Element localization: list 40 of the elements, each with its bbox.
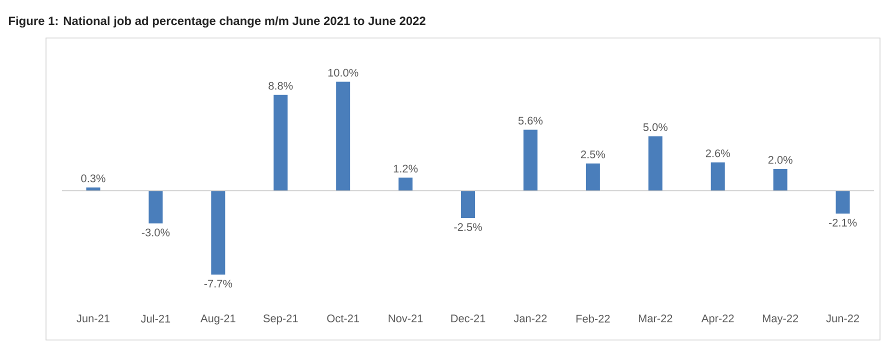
data-label: 5.0% <box>643 123 668 132</box>
x-tick-label: Mar-22 <box>638 314 672 322</box>
x-tick-label: Dec-21 <box>451 314 486 322</box>
x-tick-label: Apr-22 <box>701 314 734 324</box>
bar <box>773 168 788 191</box>
data-label: -2.1% <box>828 218 857 227</box>
x-tick-label: Jun-21 <box>76 314 110 322</box>
data-label: 10.0% <box>328 68 358 77</box>
data-label: -2.5% <box>454 223 482 231</box>
bar <box>211 190 226 275</box>
x-tick-label: May-22 <box>762 314 798 324</box>
bar <box>336 82 350 191</box>
x-tick-label: Jan-22 <box>514 314 547 322</box>
bar <box>836 190 850 214</box>
data-label: 2.5% <box>580 150 606 158</box>
data-label: 5.6% <box>518 116 543 125</box>
x-tick-label: Jun-22 <box>826 314 859 322</box>
data-label: 2.6% <box>706 149 730 158</box>
bar <box>274 94 288 191</box>
bar <box>648 136 662 191</box>
bar <box>86 187 100 191</box>
x-tick-label: Feb-22 <box>576 314 610 323</box>
bar <box>586 163 600 191</box>
data-label: 8.8% <box>268 82 293 90</box>
bar <box>461 190 476 218</box>
data-label: 1.2% <box>394 164 418 172</box>
bar <box>398 178 413 191</box>
x-tick-label: Nov-21 <box>388 314 423 322</box>
bar <box>148 190 163 224</box>
data-label: -7.7% <box>204 280 232 288</box>
data-label: 0.3% <box>81 174 106 182</box>
bar <box>523 130 538 191</box>
x-tick-label: Oct-21 <box>327 314 359 322</box>
data-label: -3.0% <box>142 228 170 236</box>
data-label: 2.0% <box>768 156 792 164</box>
x-tick-label: Aug-21 <box>200 314 236 324</box>
x-tick-label: Sep-21 <box>263 314 298 324</box>
bar <box>710 162 725 191</box>
chart-title: Figure 1: National job ad percentage change m/m June 2021 to June 2022 <box>9 16 426 28</box>
x-tick-label: Jul-21 <box>140 314 170 323</box>
